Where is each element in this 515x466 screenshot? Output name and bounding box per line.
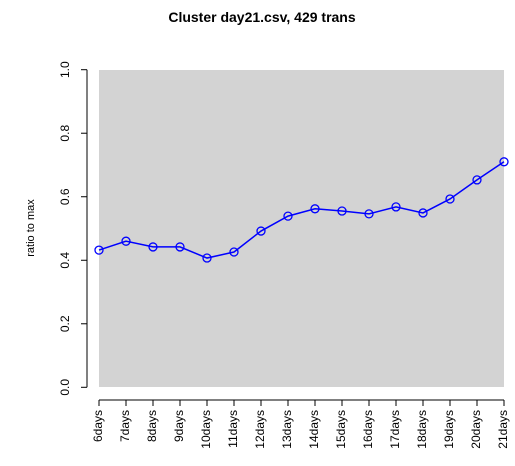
x-tick-label: 8days [145, 410, 159, 442]
trace-cloud [99, 70, 504, 387]
data-point [283, 211, 293, 221]
data-point [472, 175, 482, 185]
data-point [94, 245, 104, 255]
data-point [391, 202, 401, 212]
data-point [499, 157, 509, 167]
x-tick-label: 9days [172, 410, 186, 442]
data-point [364, 209, 374, 219]
x-tick-label: 6days [91, 410, 105, 442]
y-tick-label: 1.0 [58, 61, 72, 78]
chart-title: Cluster day21.csv, 429 trans [168, 9, 356, 25]
x-tick-label: 14days [307, 410, 321, 449]
x-tick-label: 20days [469, 410, 483, 449]
y-tick-label: 0.0 [58, 379, 72, 396]
x-tick-label: 7days [118, 410, 132, 442]
data-point [229, 247, 239, 257]
data-point [337, 206, 347, 216]
data-point [148, 242, 158, 252]
data-point [202, 253, 212, 263]
x-tick-label: 13days [280, 410, 294, 449]
data-point [310, 204, 320, 214]
data-point [121, 236, 131, 246]
data-point [445, 194, 455, 204]
y-tick-label: 0.6 [58, 188, 72, 205]
series-line [98, 161, 505, 259]
x-tick-label: 17days [388, 410, 402, 449]
data-point [418, 208, 428, 218]
x-tick-label: 19days [442, 410, 456, 449]
x-tick-label: 12days [253, 410, 267, 449]
y-tick-label: 0.4 [58, 252, 72, 269]
x-tick-label: 11days [226, 410, 240, 448]
x-tick-label: 10days [199, 410, 213, 449]
y-tick-label: 0.8 [58, 125, 72, 142]
x-tick-label: 21days [496, 410, 510, 449]
x-tick-label: 15days [334, 410, 348, 449]
x-tick-label: 16days [361, 410, 375, 449]
y-axis-label: ratio to max [25, 199, 37, 257]
x-tick-label: 18days [415, 410, 429, 449]
y-tick-label: 0.2 [58, 315, 72, 332]
data-point [175, 242, 185, 252]
data-point [256, 226, 266, 236]
